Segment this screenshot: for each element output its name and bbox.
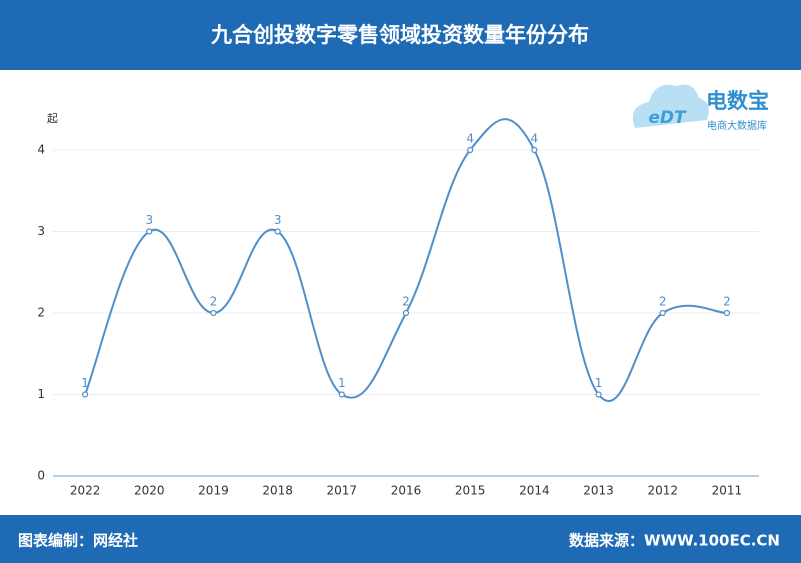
value-label: 2 [210,295,218,309]
point [659,309,666,317]
chart-title: 九合创投数字零售领域投资数量年份分布 [210,23,589,47]
value-label: 4 [531,132,539,146]
x-tick-label: 2012 [647,484,678,498]
x-tick-label: 2014 [519,484,550,498]
point [723,309,731,317]
value-label: 1 [81,376,89,390]
y-tick-label: 1 [37,387,45,401]
x-tick-label: 2018 [262,484,293,498]
logo: eDT 电数宝 电商大数据库 [632,84,769,132]
x-tick-label: 2020 [134,484,165,498]
x-tick-label: 2016 [391,484,422,498]
x-tick-label: 2019 [198,484,229,498]
line [84,118,727,403]
y-tick-label: 0 [37,469,45,483]
point [402,309,410,317]
point [146,228,153,235]
point [531,146,538,154]
footer-bar [0,515,801,563]
logo-name: 电数宝 [706,89,769,113]
logo-cloud [632,84,709,128]
x-tick-label: 2013 [583,484,614,498]
y-tick-label: 2 [37,306,45,320]
value-label: 2 [402,295,410,309]
y-tick-label: 4 [37,143,45,157]
logo-subtitle: 电商大数据库 [707,119,767,132]
point [81,391,89,398]
point [338,391,345,398]
footer-left: 图表编制：网经社 [18,532,138,550]
point [467,146,474,154]
value-label: 3 [274,213,282,227]
value-label: 2 [723,295,731,309]
point [595,391,602,398]
x-tick-label: 2011 [712,484,743,498]
x-tick-label: 2015 [455,484,486,498]
value-label: 1 [338,376,346,390]
point [210,309,217,317]
x-tick-label: 2017 [327,484,358,498]
value-label: 1 [595,376,603,390]
value-label: 3 [145,213,153,227]
x-tick-label: 2022 [70,484,101,498]
point [274,228,281,235]
y-tick-label: 3 [37,224,45,238]
value-label: 4 [466,132,474,146]
header-bar [0,0,801,70]
y-unit: 起 [47,112,58,125]
value-label: 2 [659,295,667,309]
logo-mark: eDT [648,108,687,128]
footer-right: 数据来源：WWW.100EC.CN [569,532,780,550]
